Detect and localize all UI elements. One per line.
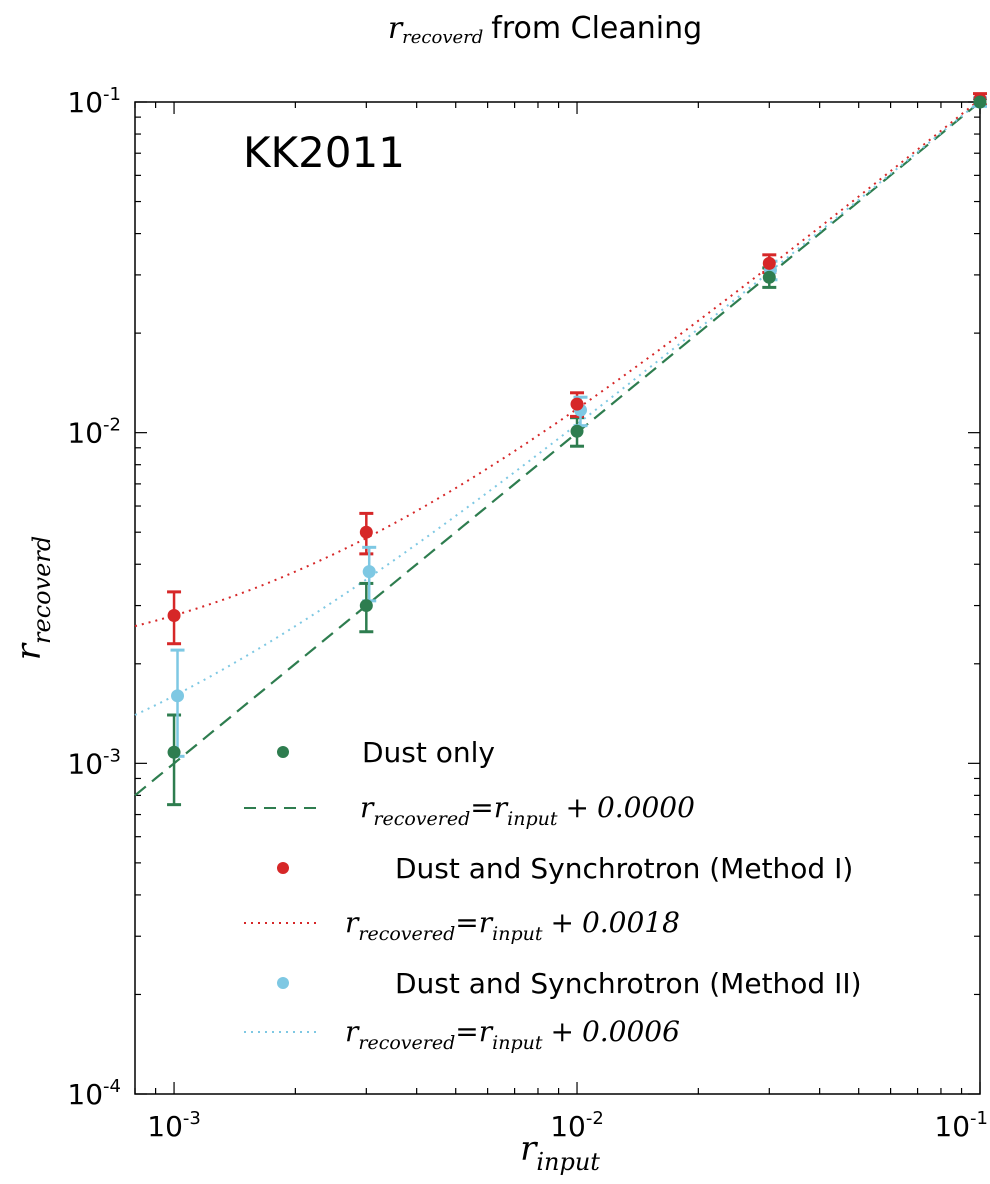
title-text: from Cleaning (491, 11, 702, 46)
data-point-series-2 (171, 689, 185, 703)
y-tick-label: 10-4 (67, 1076, 121, 1111)
axis-ticks (134, 101, 981, 1095)
x-axis-label: rinput (520, 1129, 600, 1176)
fit-lines (134, 98, 981, 797)
data-point-series-0 (973, 95, 987, 109)
y-tick-label: 10-2 (67, 415, 121, 450)
y-tick-label: 10-1 (67, 84, 121, 119)
legend-marker-method-2 (277, 977, 289, 989)
data-point-series-1 (570, 397, 584, 411)
data-points (167, 92, 987, 759)
x-tick-label: 10-1 (934, 1108, 988, 1143)
data-point-series-1 (359, 525, 373, 539)
x-axis-label-main: r (520, 1129, 538, 1169)
data-point-series-0 (570, 424, 584, 438)
data-point-series-2 (362, 565, 376, 579)
fit-line-1 (134, 98, 981, 628)
chart-title: rrecoverd from Cleaning (388, 11, 702, 48)
legend-label-fit-2: rrecovered=rinput +0.0006 (345, 1015, 680, 1054)
y-axis-label: rrecoverd (9, 536, 56, 660)
title-variable: r (388, 11, 404, 46)
legend-marker-method-1 (277, 862, 289, 874)
data-point-series-1 (762, 256, 776, 270)
error-bars (167, 92, 987, 807)
y-axis-label-main: r (9, 642, 49, 660)
tick-labels: 10-3 10-2 10-1 10-4 10-3 10-2 10-1 (67, 84, 988, 1143)
legend-marker-dust-only (277, 746, 289, 758)
data-point-series-0 (762, 270, 776, 284)
legend-label-method-2: Dust and Synchrotron (Method II) (395, 967, 862, 1000)
y-axis-label-sub: recoverd (28, 536, 56, 644)
y-tick-label: 10-3 (67, 745, 121, 780)
data-point-series-0 (167, 745, 181, 759)
annotation-kk2011: KK2011 (243, 128, 405, 177)
legend-label-method-1: Dust and Synchrotron (Method I) (395, 852, 853, 885)
fit-line-0 (134, 101, 981, 797)
data-point-series-0 (359, 599, 373, 613)
legend-label-dust-only: Dust only (362, 736, 495, 769)
legend-label-fit-1: rrecovered=rinput +0.0018 (345, 906, 680, 945)
legend-label-fit-0: rrecovered=rinput +0.0000 (360, 791, 695, 830)
x-axis-label-sub: input (536, 1148, 600, 1176)
title-variable-subscript: recoverd (402, 27, 483, 48)
legend: Dust only rrecovered=rinput +0.0000 Dust … (244, 736, 862, 1054)
x-tick-label: 10-3 (147, 1108, 201, 1143)
data-point-series-1 (167, 608, 181, 622)
fit-line-2 (134, 100, 981, 716)
plot-area-frame (134, 101, 981, 1095)
x-tick-label: 10-2 (550, 1108, 604, 1143)
